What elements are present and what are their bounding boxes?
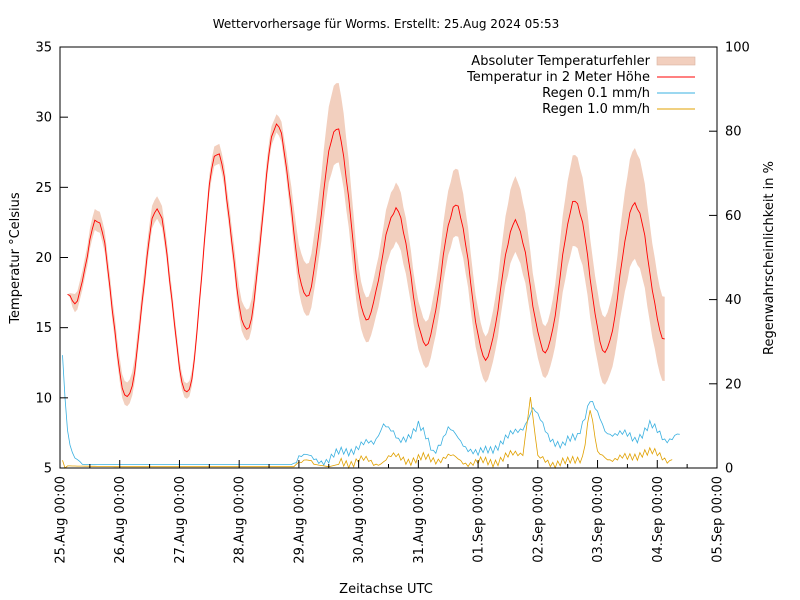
y-tick-label: 25 (35, 181, 52, 196)
y2-tick-label: 0 (725, 462, 733, 477)
y-axis-label: Temperatur °Celsius (8, 192, 23, 325)
legend-swatch-band (656, 56, 696, 66)
rain-10-line (62, 397, 673, 470)
y-tick-label: 35 (35, 41, 52, 56)
legend-label-rain01: Regen 0.1 mm/h (542, 86, 650, 101)
y-tick-label: 15 (35, 321, 52, 336)
x-tick-label: 26.Aug 00:00 (113, 476, 128, 564)
plot-area: 5 10 15 20 25 30 35 0 20 40 60 80 100 25.Aug 00:00 26.… (35, 41, 749, 564)
y-tick-label: 20 (35, 251, 52, 266)
rain-01-line (62, 355, 680, 466)
y-tick-label: 10 (35, 391, 52, 406)
legend: Absoluter Temperaturfehler Temperatur in… (466, 54, 696, 117)
series-layer (62, 83, 680, 470)
legend-item-rain10: Regen 1.0 mm/h (542, 102, 695, 117)
x-tick-label: 27.Aug 00:00 (173, 476, 188, 564)
x-tick-label: 30.Aug 00:00 (352, 476, 367, 564)
x-tick-label: 05.Sep 00:00 (711, 476, 726, 563)
y2-tick-label: 60 (725, 209, 742, 224)
temperature-line (67, 123, 665, 398)
x-axis-label: Zeitachse UTC (339, 582, 433, 597)
y-tick-label: 30 (35, 111, 52, 126)
x-tick-label: 31.Aug 00:00 (412, 476, 427, 564)
y2-tick-label: 40 (725, 293, 742, 308)
x-tick-label: 04.Sep 00:00 (651, 476, 666, 563)
chart-title: Wettervorhersage für Worms. Erstellt: 25… (213, 17, 560, 31)
x-tick-label: 03.Sep 00:00 (591, 476, 606, 563)
x-tick-label: 28.Aug 00:00 (233, 476, 248, 564)
x-tick-label: 29.Aug 00:00 (292, 476, 307, 564)
x-tick-label: 25.Aug 00:00 (54, 476, 69, 564)
y2-axis-label: Regenwahrscheinlichkeit in % (762, 161, 777, 355)
x-tick-label: 02.Sep 00:00 (531, 476, 546, 563)
legend-item-rain01: Regen 0.1 mm/h (542, 86, 695, 101)
legend-label-temperature: Temperatur in 2 Meter Höhe (466, 70, 650, 85)
y-tick-label: 5 (44, 462, 52, 477)
y2-tick-label: 80 (725, 125, 742, 140)
legend-item-band: Absoluter Temperaturfehler (471, 54, 696, 69)
legend-label-band: Absoluter Temperaturfehler (471, 54, 650, 69)
legend-item-temperature: Temperatur in 2 Meter Höhe (466, 70, 695, 85)
x-tick-label: 01.Sep 00:00 (472, 476, 487, 563)
legend-label-rain10: Regen 1.0 mm/h (542, 102, 650, 117)
tick-layer: 5 10 15 20 25 30 35 0 20 40 60 80 100 25.Aug 00:00 26.… (35, 41, 749, 564)
temperature-error-band (67, 83, 665, 407)
y2-tick-label: 100 (725, 41, 750, 56)
y2-tick-label: 20 (725, 377, 742, 392)
